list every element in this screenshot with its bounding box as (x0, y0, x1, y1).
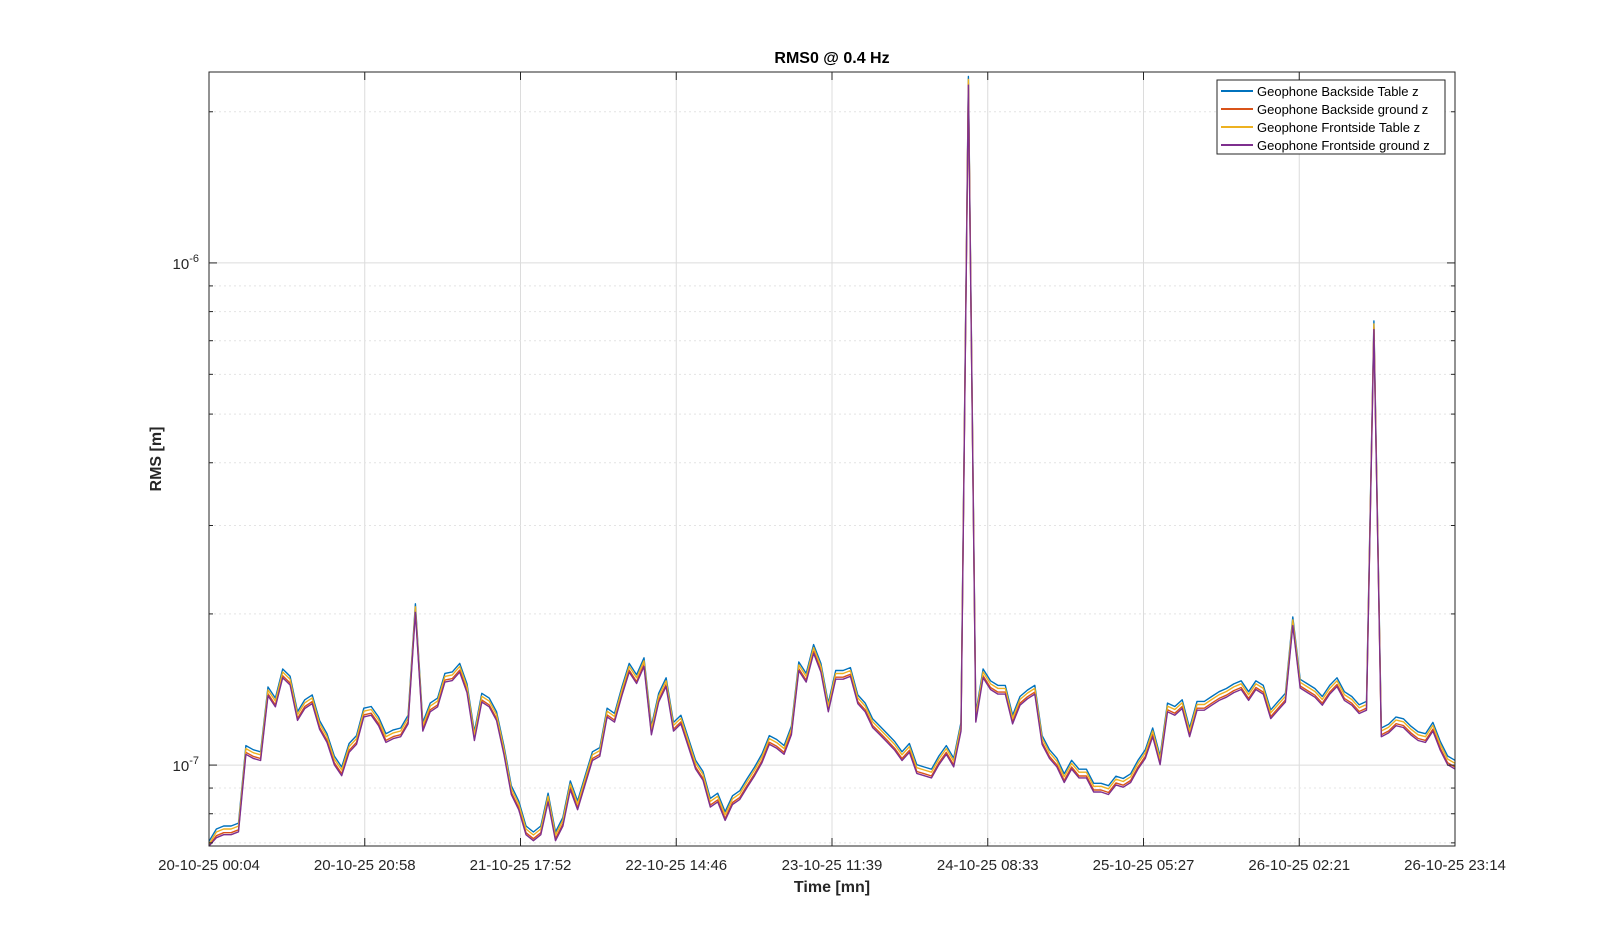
x-tick-label: 20-10-25 00:04 (158, 857, 260, 874)
x-tick-label: 25-10-25 05:27 (1093, 857, 1195, 874)
chart-title: RMS0 @ 0.4 Hz (774, 50, 889, 67)
x-tick-label: 24-10-25 08:33 (937, 857, 1039, 874)
legend-box (1216, 79, 1446, 155)
legend-label: Geophone Frontside Table z (1257, 120, 1420, 135)
x-tick-label: 20-10-25 20:58 (314, 857, 416, 874)
series-lines (208, 75, 1456, 847)
legend-label: Geophone Backside ground z (1257, 102, 1428, 117)
y-tick-labels: 10-7 10-6 (173, 253, 199, 775)
x-axis-title: Time [mn] (794, 879, 870, 896)
legend-label: Geophone Frontside ground z (1257, 138, 1430, 153)
x-tick-label: 23-10-25 11:39 (782, 857, 883, 874)
series-line (208, 84, 1456, 847)
y-axis-title: RMS [m] (148, 427, 165, 492)
x-tick-label: 26-10-25 23:14 (1404, 857, 1506, 874)
axis-ticks (208, 72, 1456, 846)
grid-lines (209, 72, 1455, 846)
legend-entry: Geophone Backside Table z (1221, 84, 1419, 99)
x-tick-label: 22-10-25 14:46 (625, 857, 727, 874)
legend: Geophone Backside Table z Geophone Backs… (1216, 79, 1446, 155)
legend-entry: Geophone Frontside Table z (1221, 120, 1420, 135)
x-tick-label: 21-10-25 17:52 (470, 857, 572, 874)
legend-entry: Geophone Backside ground z (1221, 102, 1428, 117)
y-tick-label: 10-6 (173, 253, 199, 273)
x-tick-labels: 20-10-25 00:04 20-10-25 20:58 21-10-25 17:… (158, 857, 1506, 874)
y-tick-label: 10-7 (173, 755, 199, 775)
legend-label: Geophone Backside Table z (1257, 84, 1419, 99)
legend-entry: Geophone Frontside ground z (1221, 138, 1430, 153)
x-tick-label: 26-10-25 02:21 (1248, 857, 1350, 874)
